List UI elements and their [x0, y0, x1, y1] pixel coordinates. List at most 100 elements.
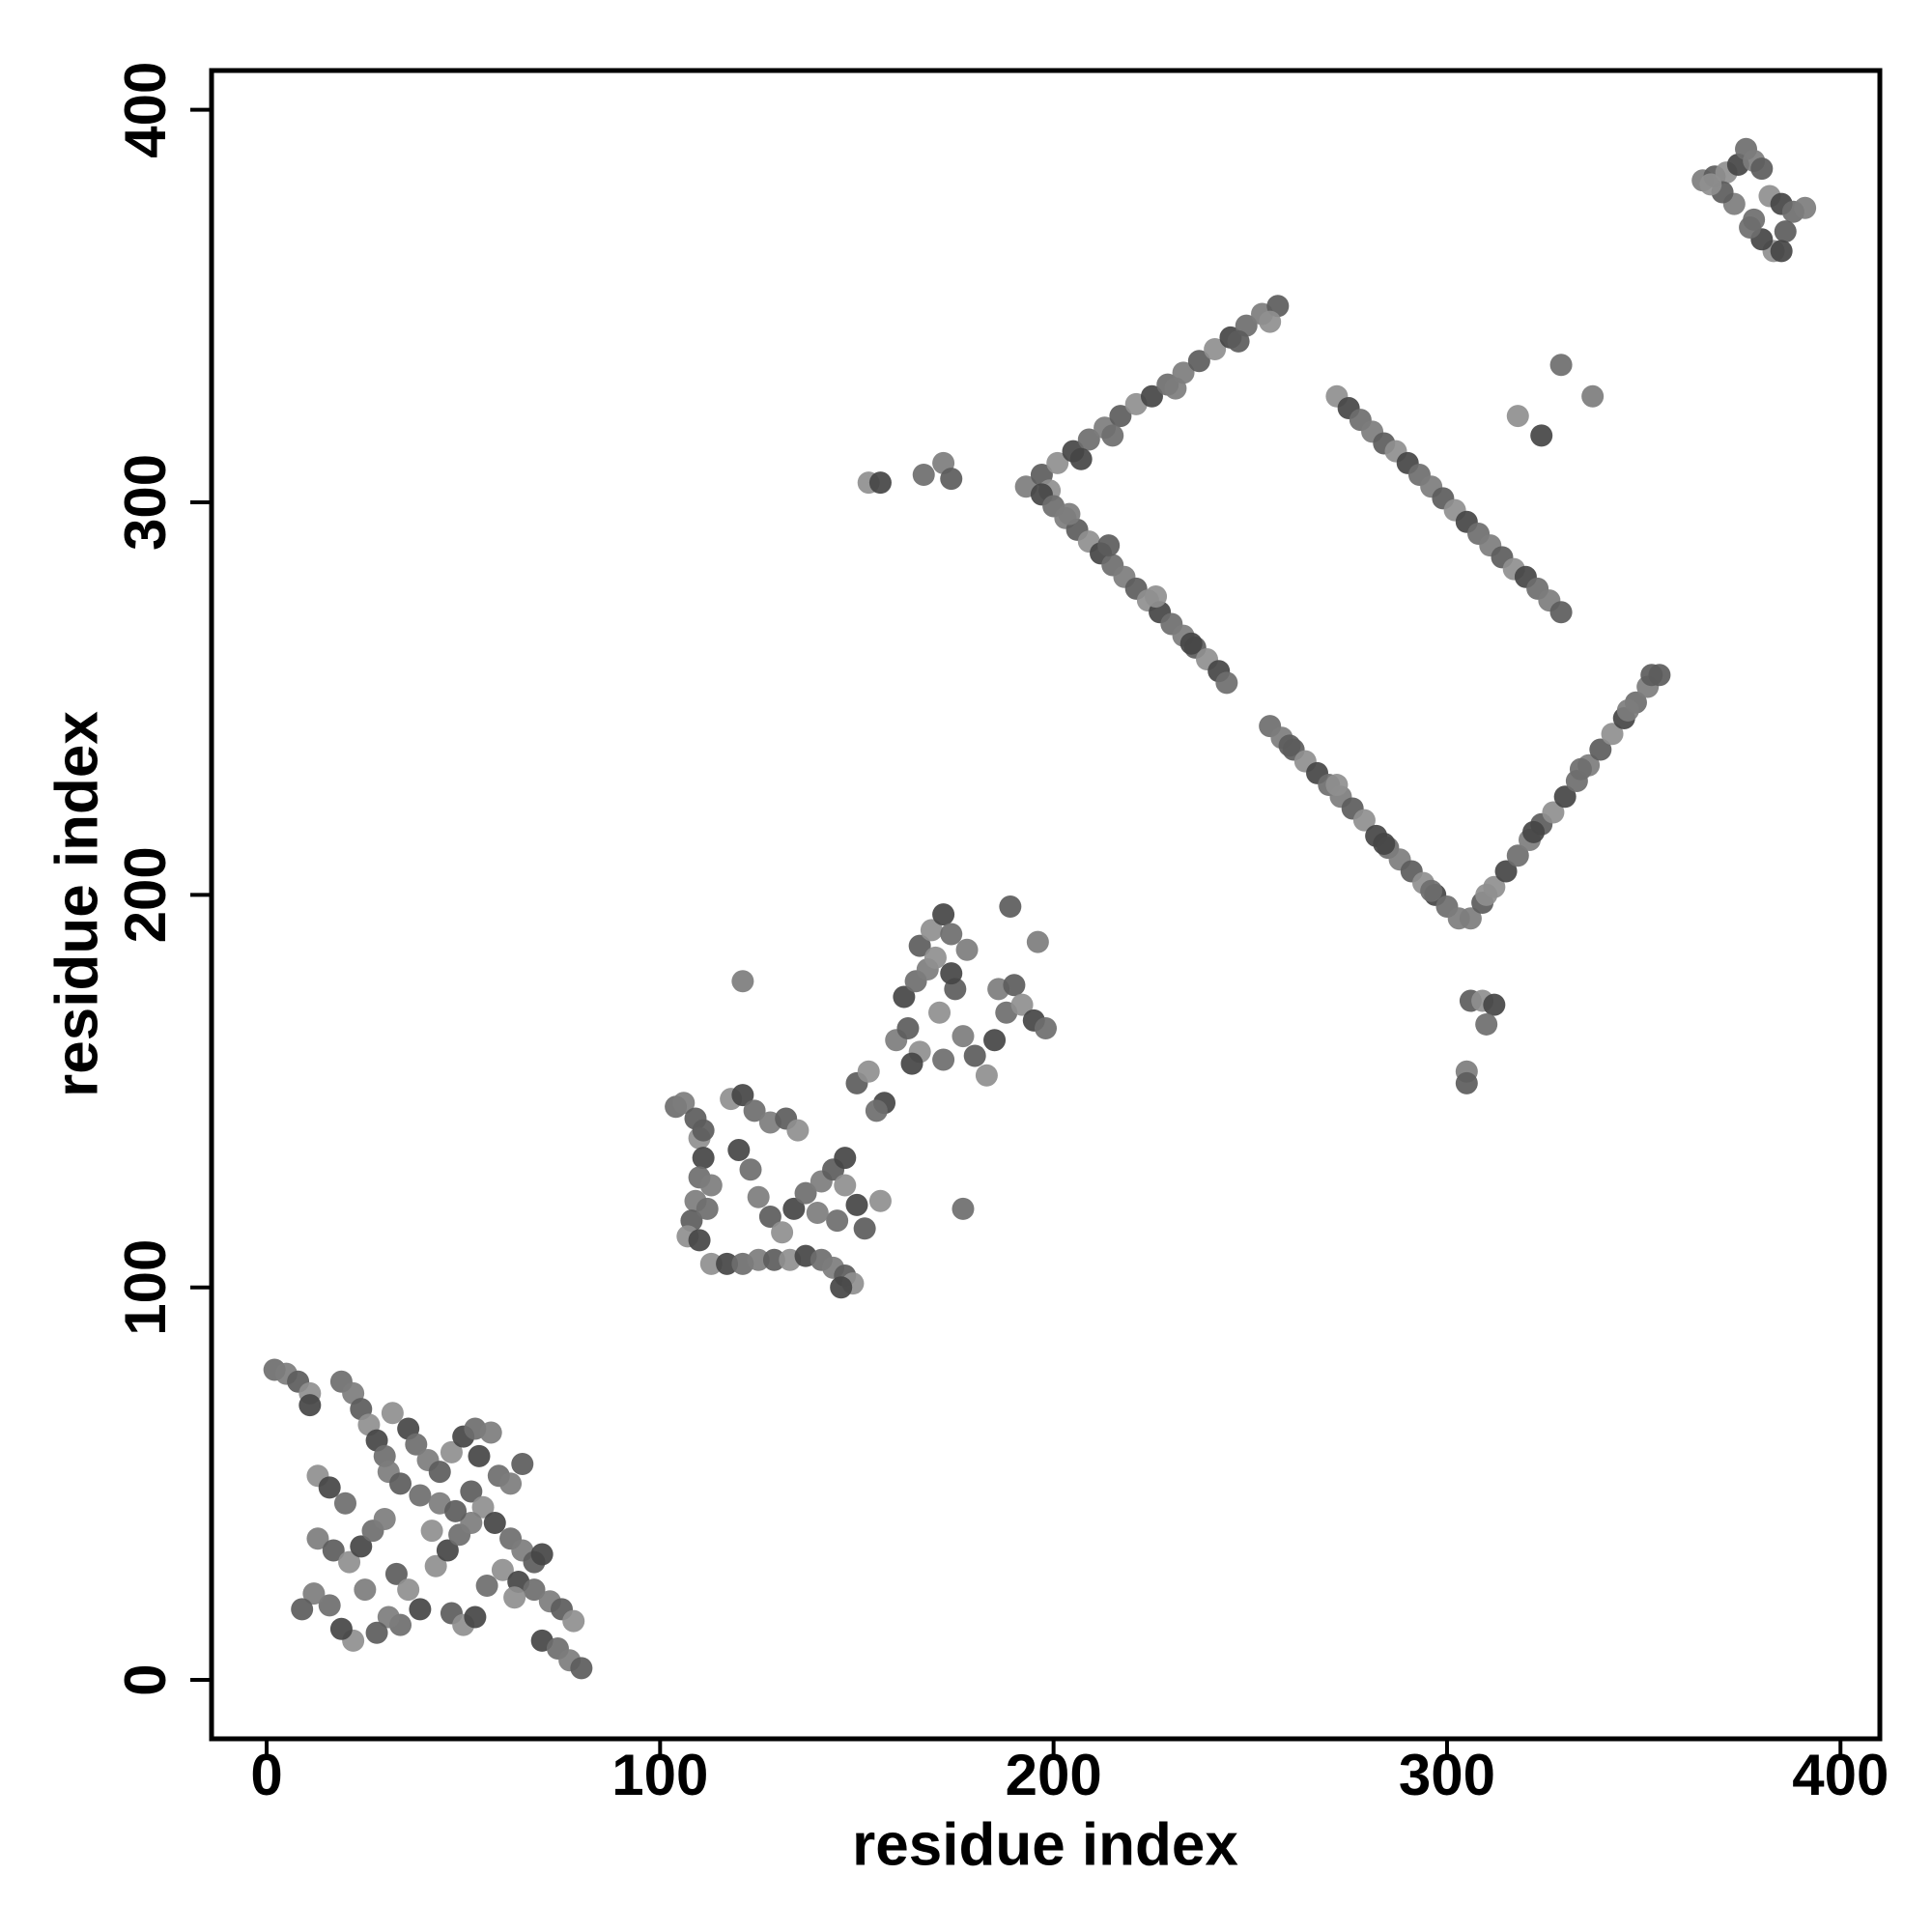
point [1046, 451, 1069, 474]
point [1058, 502, 1081, 526]
point [743, 1099, 766, 1122]
point [999, 895, 1022, 919]
point [491, 1558, 514, 1581]
point [830, 1276, 853, 1299]
point [1569, 757, 1592, 781]
point [373, 1507, 396, 1530]
point [302, 1582, 326, 1605]
point [1601, 723, 1624, 746]
point [1794, 196, 1817, 219]
point [963, 1044, 986, 1067]
x-tick-label: 200 [1006, 1743, 1102, 1807]
point [1077, 428, 1100, 451]
point [460, 1512, 483, 1535]
point [333, 1492, 356, 1515]
point [1530, 424, 1553, 447]
point [499, 1472, 523, 1495]
point [365, 1621, 388, 1644]
point [952, 1197, 975, 1220]
point [928, 1001, 952, 1024]
point [318, 1594, 341, 1617]
point [1494, 860, 1518, 883]
point [1109, 405, 1132, 428]
point [771, 1221, 794, 1244]
point [436, 1539, 459, 1562]
point [747, 1248, 770, 1271]
y-tick-label: 100 [113, 1239, 178, 1336]
point [1010, 993, 1034, 1016]
point [940, 923, 963, 946]
point [1227, 329, 1250, 353]
point [475, 1575, 498, 1598]
point [1459, 907, 1482, 930]
point [1352, 809, 1376, 832]
point [511, 1453, 534, 1476]
point [428, 1461, 451, 1484]
point [696, 1197, 719, 1220]
point [758, 1206, 781, 1229]
point [1770, 240, 1793, 263]
point [1204, 338, 1227, 361]
point [857, 1060, 880, 1083]
point [1640, 664, 1663, 687]
point [893, 985, 916, 1009]
point [424, 1554, 447, 1577]
point [896, 1017, 920, 1040]
point [1278, 734, 1301, 757]
point [1581, 384, 1605, 408]
point [1774, 220, 1797, 243]
point [1215, 671, 1238, 695]
point [329, 1617, 353, 1640]
point [868, 1189, 892, 1212]
point [868, 471, 892, 495]
point [692, 1147, 715, 1170]
point [570, 1657, 593, 1680]
point [794, 1181, 817, 1205]
point [940, 468, 963, 491]
point [562, 1609, 585, 1633]
point [983, 1029, 1007, 1052]
x-tick-label: 300 [1399, 1743, 1495, 1807]
point [806, 1201, 829, 1224]
point [405, 1433, 428, 1456]
plot-frame [209, 68, 1883, 1742]
point [955, 938, 979, 961]
point [503, 1586, 526, 1609]
point [747, 1185, 770, 1208]
point [845, 1193, 868, 1216]
point [483, 1512, 506, 1535]
point [932, 903, 955, 926]
point [1097, 534, 1121, 557]
point [731, 1084, 754, 1107]
point [923, 946, 947, 969]
point [523, 1578, 546, 1602]
point [692, 1119, 715, 1142]
point [739, 1158, 762, 1181]
point [762, 1248, 785, 1271]
point [1026, 930, 1049, 953]
y-tick-label: 400 [113, 62, 178, 158]
point [1506, 844, 1529, 867]
point [786, 1119, 810, 1142]
point [291, 1598, 314, 1621]
point [377, 1605, 400, 1629]
point [1259, 310, 1282, 333]
point [834, 1147, 857, 1170]
point [1616, 698, 1639, 722]
point [1542, 801, 1565, 824]
point [530, 1543, 554, 1566]
point [1506, 405, 1529, 428]
point [1750, 157, 1774, 181]
x-tick-label: 100 [611, 1743, 708, 1807]
point [397, 1578, 420, 1602]
point [1475, 1012, 1498, 1036]
point [1699, 173, 1722, 196]
point [322, 1539, 345, 1562]
point [1553, 785, 1577, 809]
point [1522, 820, 1546, 843]
point [1035, 1017, 1057, 1040]
point [940, 962, 963, 985]
point [672, 1092, 696, 1115]
